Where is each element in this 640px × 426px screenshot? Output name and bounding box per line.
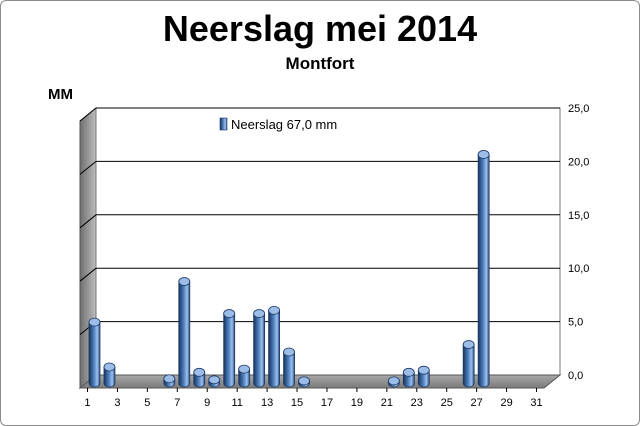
bar-top xyxy=(88,317,101,327)
y-tick-label: 15,0 xyxy=(568,210,589,222)
legend-label: Neerslag 67,0 mm xyxy=(231,117,337,132)
bar xyxy=(103,362,116,388)
bar xyxy=(88,317,101,388)
bar-top xyxy=(268,305,280,315)
bar-top xyxy=(477,150,490,159)
bar-top xyxy=(208,375,221,385)
bar-body xyxy=(253,313,266,388)
bar xyxy=(268,305,280,388)
y-tick-label: 5,0 xyxy=(568,317,583,329)
chart-title: Neerslag mei 2014 xyxy=(162,8,478,49)
bar xyxy=(223,309,236,388)
bar-top xyxy=(462,340,475,349)
bar-body xyxy=(417,369,430,388)
bar-top xyxy=(178,277,191,286)
bar xyxy=(298,376,310,388)
grid-line-side xyxy=(79,214,97,229)
y-tick-label: 10,0 xyxy=(568,263,589,275)
bar-top xyxy=(253,309,266,318)
x-tick-labels: 1 3 5 7 9 11 13 15 17 19 21 23 25 27 29 31 xyxy=(84,388,543,409)
bar xyxy=(193,367,206,388)
y-tick-labels: 0,0 5,0 10,0 15,0 20,0 25,0 xyxy=(568,103,589,382)
bar xyxy=(178,277,191,388)
x-tick-label: 25 xyxy=(441,397,453,409)
x-tick-label: 5 xyxy=(144,397,150,409)
chart-subtitle: Montfort xyxy=(285,54,355,73)
legend-swatch xyxy=(219,117,228,131)
x-tick-label: 11 xyxy=(231,397,242,409)
x-tick-label: 23 xyxy=(411,397,423,409)
x-tick-label: 9 xyxy=(204,397,210,409)
x-tick-label: 13 xyxy=(261,397,273,409)
bar-body xyxy=(238,368,251,388)
grid-line-side xyxy=(79,267,97,282)
bar-body xyxy=(103,366,116,388)
bar-body xyxy=(88,321,101,388)
x-tick-label: 17 xyxy=(321,397,333,409)
x-tick-label: 7 xyxy=(174,397,180,409)
bars xyxy=(88,150,490,388)
x-tick-label: 27 xyxy=(471,397,483,409)
bar xyxy=(283,347,295,388)
bar-body xyxy=(462,344,475,388)
bar-top xyxy=(193,367,206,377)
bar xyxy=(402,367,415,388)
bar xyxy=(387,376,400,388)
bar xyxy=(163,374,176,388)
bar-body xyxy=(223,313,236,388)
grid-line-side xyxy=(79,107,97,122)
back-wall xyxy=(95,107,561,376)
y-tick-label: 25,0 xyxy=(568,103,589,115)
x-tick-label: 21 xyxy=(381,397,393,409)
bar-top xyxy=(283,347,295,357)
bar-body xyxy=(283,351,295,388)
bar xyxy=(477,150,490,388)
bar-top xyxy=(238,364,251,374)
bar-body xyxy=(268,309,280,388)
bar-top xyxy=(223,309,236,318)
x-tick-label: 29 xyxy=(500,397,512,409)
bar xyxy=(253,309,266,388)
x-tick-label: 15 xyxy=(291,397,303,409)
y-tick-label: 0,0 xyxy=(568,370,583,382)
x-tick-label: 3 xyxy=(114,397,120,409)
bar xyxy=(208,375,221,388)
bar-top xyxy=(298,376,310,386)
bar xyxy=(238,364,251,388)
legend: Neerslag 67,0 mm xyxy=(219,117,337,132)
bar-top xyxy=(103,362,116,372)
x-tick-label: 31 xyxy=(530,397,542,409)
bar-body xyxy=(178,281,191,388)
bar-top xyxy=(402,367,415,377)
x-tick-label: 1 xyxy=(84,397,90,409)
x-tick-label: 19 xyxy=(351,397,363,409)
bar-top xyxy=(387,376,400,386)
grid-line-side xyxy=(79,161,97,175)
bar-top xyxy=(163,374,176,384)
y-tick-label: 20,0 xyxy=(568,156,589,168)
bar-top xyxy=(417,365,430,375)
bar-body xyxy=(477,154,490,388)
bar xyxy=(417,365,430,388)
y-axis-label: MM xyxy=(48,86,73,103)
bar xyxy=(462,340,475,388)
